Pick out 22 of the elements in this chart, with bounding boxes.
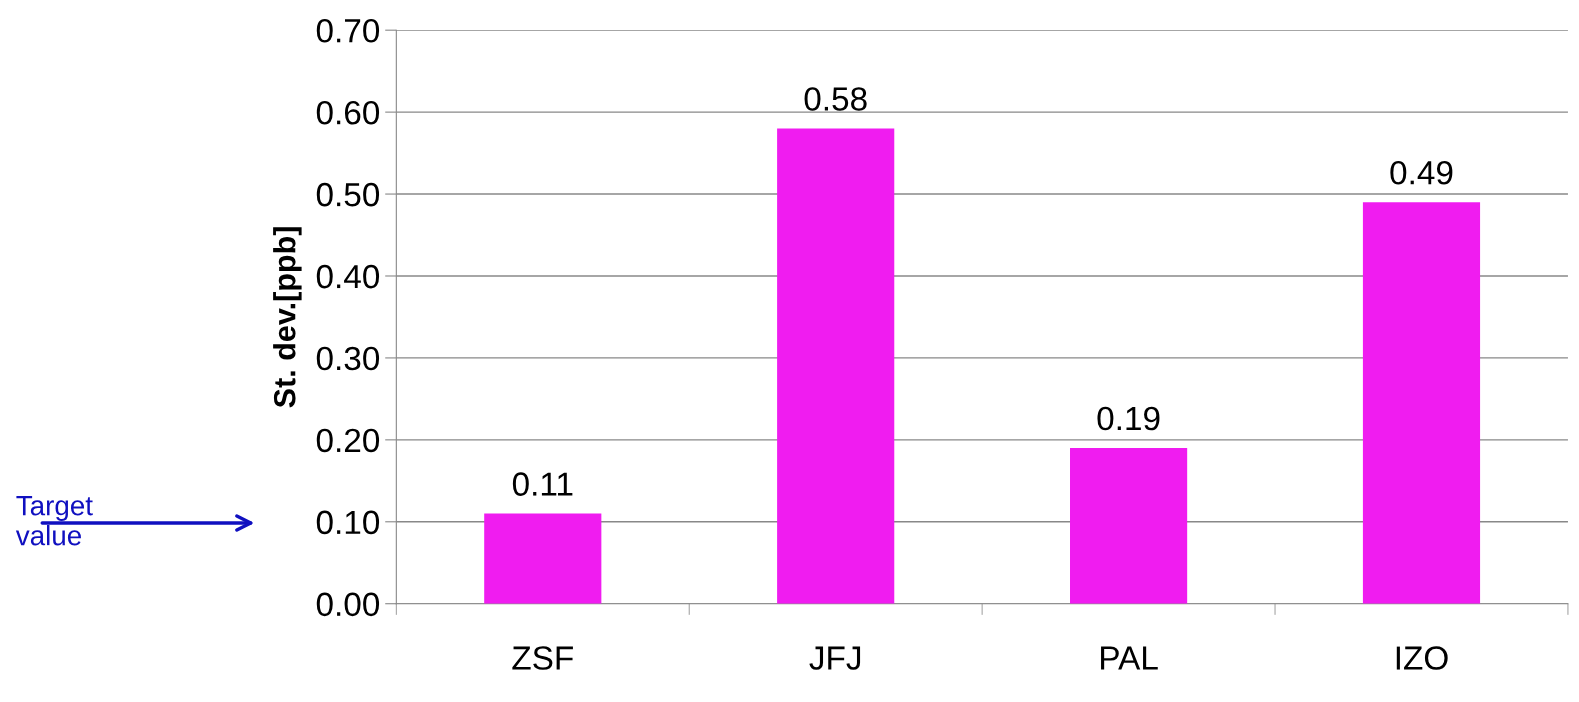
y-tick-label: 0.60 [316,100,380,125]
y-tick-label: 0.20 [316,428,380,453]
y-tick-label: 0.00 [316,592,380,617]
x-tick-label: ZSF [512,646,573,670]
data-label: 0.19 [1097,406,1160,431]
y-tick-label: 0.40 [316,264,380,289]
data-label: 0.11 [512,472,573,496]
data-label: 0.49 [1390,160,1453,185]
y-tick-label: 0.10 [316,510,380,535]
bar [777,128,895,604]
y-tick-label: 0.50 [316,182,380,207]
x-tick-label: PAL [1101,646,1158,670]
x-tick-label: IZO [1396,646,1448,670]
data-label: 0.58 [804,87,867,111]
x-tick-label: JFJ [809,646,861,670]
y-tick-label: 0.70 [316,18,380,43]
text: Target value [15,496,93,546]
y-axis-title: St. dev.[ppb] [273,227,302,408]
y-tick-label: 0.30 [316,346,380,371]
bar [1070,448,1188,604]
bar [1362,202,1481,604]
bar [484,513,602,604]
